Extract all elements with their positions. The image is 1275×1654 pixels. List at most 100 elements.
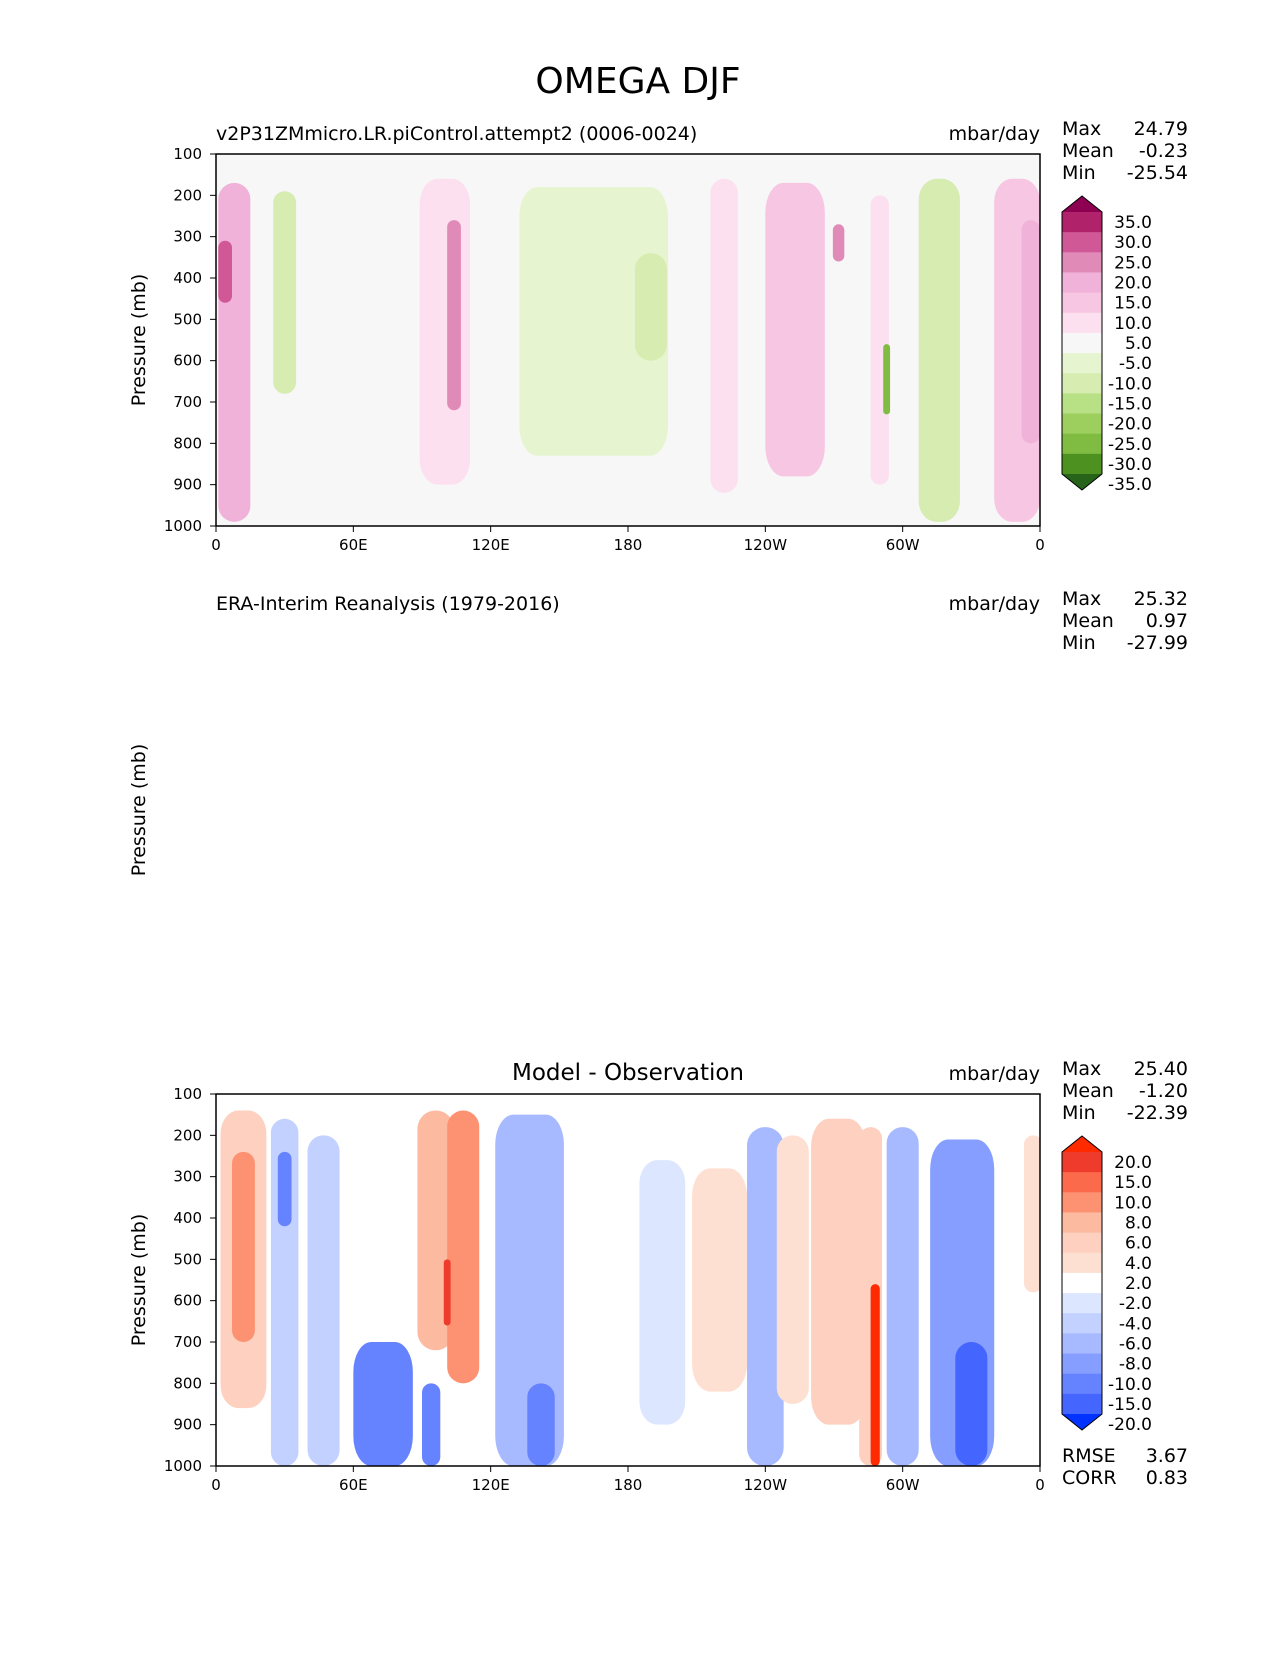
- contour-region: [277, 1151, 292, 1227]
- x-tick-label: 120W: [744, 1476, 788, 1494]
- colorbar-swatch: [1062, 1353, 1102, 1375]
- colorbar-swatch: [1062, 232, 1102, 253]
- x-tick-label: 0: [1035, 1476, 1045, 1494]
- colorbar-tick-label: -10.0: [1108, 374, 1152, 394]
- stat-max: Max 24.79: [1062, 118, 1188, 140]
- stat-value: -0.23: [1139, 140, 1188, 162]
- y-tick-label: 900: [173, 476, 202, 494]
- y-tick-label: 200: [173, 1126, 202, 1144]
- stat-min: Min -25.54: [1062, 162, 1188, 184]
- contour-region: [870, 1284, 880, 1466]
- stat-min: Min -27.99: [1062, 632, 1188, 654]
- contour-plot: 0 60E 120E 180 120W 60W 0 100 200 300 400 500 600 700…: [164, 1085, 1045, 1494]
- x-tick-label: 60E: [339, 536, 368, 554]
- contour-region: [495, 1114, 564, 1466]
- colorbar-tick-label: 20.0: [1114, 1153, 1152, 1173]
- colorbar-swatch: [1062, 1252, 1102, 1274]
- y-tick-label: 500: [173, 1250, 202, 1268]
- contour-plot: 0 60E 120E 180 120W 60W 0 100 200 300 400 500 600 700…: [164, 145, 1045, 554]
- x-tick-label: 60E: [339, 1476, 368, 1494]
- contour-region: [692, 1168, 748, 1392]
- x-tick-label: 180: [614, 536, 643, 554]
- stat-label: Max: [1062, 588, 1101, 610]
- contour-region: [1021, 220, 1040, 444]
- stat-value: -1.20: [1139, 1080, 1188, 1102]
- y-tick-label: 600: [173, 1292, 202, 1310]
- y-axis-label: Pressure (mb): [128, 274, 150, 407]
- units-label: mbar/day: [949, 593, 1040, 615]
- colorbar-lower-extend: [1062, 1414, 1102, 1430]
- colorbar-tick-label: -15.0: [1108, 394, 1152, 414]
- colorbar-tick-label: -30.0: [1108, 455, 1152, 475]
- colorbar-swatch: [1062, 272, 1102, 294]
- colorbar-tick-label: -4.0: [1119, 1314, 1152, 1334]
- stat-label: Mean: [1062, 1080, 1114, 1102]
- metric-rmse: RMSE 3.67: [1062, 1445, 1188, 1467]
- x-tick-label: 120W: [744, 536, 788, 554]
- y-tick-label: 100: [173, 145, 202, 163]
- colorbar-outline: [1061, 195, 1103, 491]
- y-axis-label: Pressure (mb): [128, 1214, 150, 1347]
- contour-region: [886, 1127, 919, 1466]
- y-tick-label: 1000: [164, 517, 202, 535]
- contour-region: [747, 1127, 784, 1466]
- panel-reference: ERA-Interim Reanalysis (1979-2016) mbar/…: [128, 588, 1188, 1494]
- colorbar-tick-label: -20.0: [1108, 415, 1152, 435]
- stat-value: 0.97: [1146, 610, 1188, 632]
- contour-region: [447, 1110, 480, 1384]
- colorbar-upper-extend: [1062, 1136, 1102, 1152]
- y-tick-label: 100: [173, 1085, 202, 1103]
- panel-title: ERA-Interim Reanalysis (1979-2016): [216, 593, 560, 615]
- contour-region: [273, 191, 297, 394]
- y-tick-label: 200: [173, 186, 202, 204]
- contour-region: [232, 1151, 255, 1342]
- metric-value: 0.83: [1146, 1467, 1188, 1489]
- panel-title: v2P31ZMmicro.LR.piControl.attempt2 (0006…: [216, 123, 697, 145]
- stat-max: Max 25.32: [1062, 588, 1188, 610]
- colorbar-tick-label: 10.0: [1114, 314, 1152, 334]
- colorbar: 20.015.010.08.06.04.02.0-2.0-4.0-6.0-8.0…: [1061, 1135, 1152, 1435]
- colorbar-outline: [1061, 1135, 1103, 1431]
- stat-label: Max: [1062, 118, 1101, 140]
- stat-label: Mean: [1062, 140, 1114, 162]
- colorbar-tick-label: 4.0: [1125, 1254, 1152, 1274]
- x-tick-label: 180: [614, 1476, 643, 1494]
- colorbar-tick-label: 6.0: [1125, 1234, 1152, 1254]
- x-tick-label: 60W: [886, 1476, 920, 1494]
- y-tick-label: 500: [173, 310, 202, 328]
- y-tick-label: 300: [173, 228, 202, 246]
- colorbar-swatch: [1062, 332, 1102, 354]
- colorbar-swatch: [1062, 252, 1102, 273]
- x-tick-label: 0: [1035, 536, 1045, 554]
- metric-label: RMSE: [1062, 1445, 1116, 1467]
- colorbar-tick-label: 5.0: [1125, 334, 1152, 354]
- figure-title: OMEGA DJF: [535, 61, 740, 102]
- stat-label: Min: [1062, 162, 1096, 184]
- contour-region: [883, 344, 891, 415]
- stat-label: Mean: [1062, 610, 1114, 632]
- contour-region: [218, 240, 233, 303]
- contour-region: [776, 1135, 809, 1404]
- x-tick-label: 0: [211, 1476, 221, 1494]
- colorbar-swatch: [1062, 1373, 1102, 1395]
- colorbar-swatch: [1062, 1212, 1102, 1234]
- units-label: mbar/day: [949, 123, 1040, 145]
- contour-region: [634, 253, 667, 361]
- metric-label: CORR: [1062, 1467, 1117, 1489]
- y-tick-label: 700: [173, 1333, 202, 1351]
- colorbar-tick-label: 30.0: [1114, 233, 1152, 253]
- stat-label: Max: [1062, 1058, 1101, 1080]
- colorbar-lower-extend: [1062, 474, 1102, 490]
- colorbar-swatch: [1062, 1272, 1102, 1294]
- colorbar-tick-label: 35.0: [1114, 213, 1152, 233]
- contour-region: [519, 187, 669, 456]
- contour-region: [811, 1118, 867, 1425]
- y-tick-label: 800: [173, 1374, 202, 1392]
- contour-region: [447, 220, 461, 411]
- colorbar-tick-label: 15.0: [1114, 294, 1152, 314]
- stat-mean: Mean -0.23: [1062, 140, 1188, 162]
- colorbar-tick-label: 15.0: [1114, 1173, 1152, 1193]
- colorbar-tick-label: -25.0: [1108, 435, 1152, 455]
- colorbar-swatch: [1062, 1333, 1102, 1355]
- colorbar-swatch: [1062, 1152, 1102, 1173]
